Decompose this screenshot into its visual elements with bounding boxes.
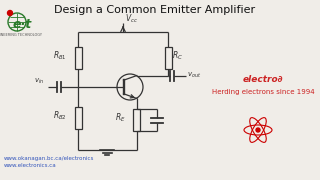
Text: $R_E$: $R_E$ <box>115 112 126 124</box>
Circle shape <box>256 128 260 132</box>
Text: $v_{in}$: $v_{in}$ <box>34 77 44 86</box>
Text: electro∂: electro∂ <box>243 75 283 84</box>
Text: $v_{out}$: $v_{out}$ <box>187 71 201 80</box>
Bar <box>75 47 82 69</box>
Bar <box>164 47 172 69</box>
Text: $R_C$: $R_C$ <box>172 50 183 62</box>
Text: $R_{B2}$: $R_{B2}$ <box>53 110 67 122</box>
Text: Design a Common Emitter Amplifier: Design a Common Emitter Amplifier <box>54 5 256 15</box>
Text: e·t: e·t <box>12 19 32 32</box>
Text: www.okanagan.bc.ca/electronics
www.electronics.ca: www.okanagan.bc.ca/electronics www.elect… <box>4 156 94 168</box>
Bar <box>75 107 82 129</box>
Bar <box>133 109 140 131</box>
Text: Herding electrons since 1994: Herding electrons since 1994 <box>212 89 314 95</box>
Text: ENGINEERING TECHNOLOGY: ENGINEERING TECHNOLOGY <box>0 33 42 37</box>
Text: $V_{cc}$: $V_{cc}$ <box>125 12 138 25</box>
Text: $R_{B1}$: $R_{B1}$ <box>53 50 67 62</box>
Circle shape <box>7 10 12 15</box>
